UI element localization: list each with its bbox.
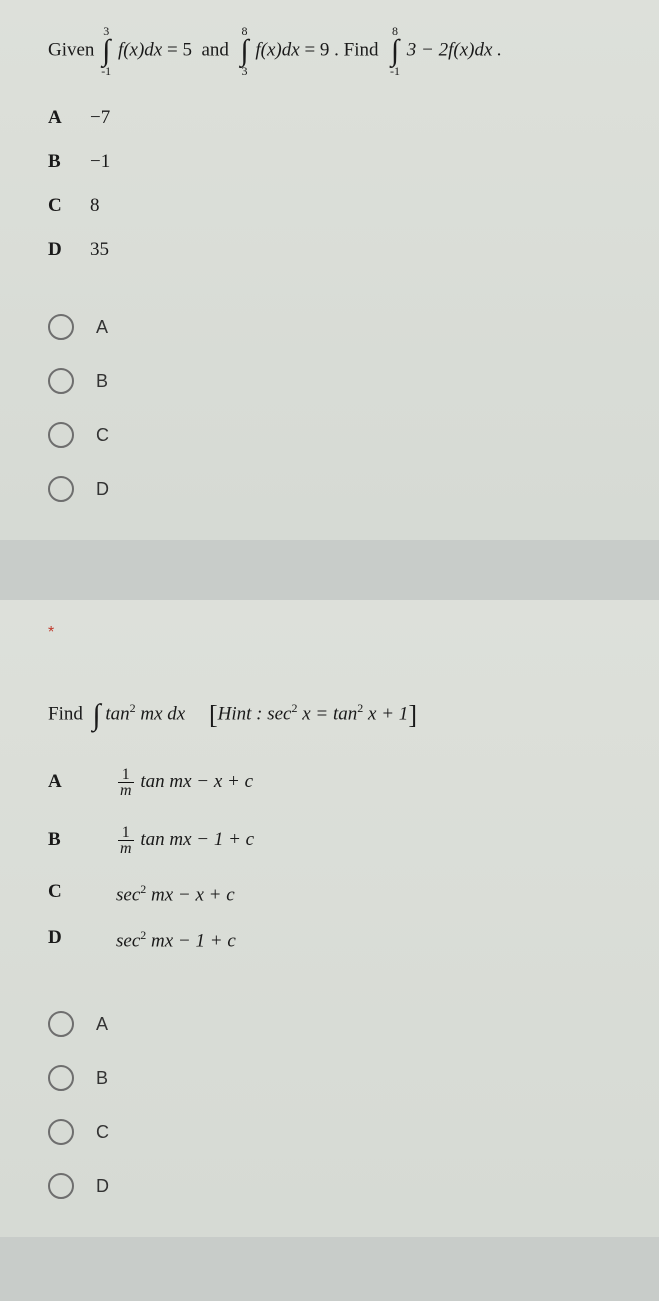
denominator: m — [118, 782, 134, 798]
choice-a: A 1 m tan mx − x + c — [48, 753, 631, 811]
choice-value: 35 — [90, 233, 109, 267]
radio-label: C — [96, 425, 109, 446]
find-label: . Find — [334, 39, 378, 60]
radio-a[interactable]: A — [48, 997, 631, 1051]
choice-label: A — [48, 101, 90, 135]
pre: sec — [116, 884, 140, 905]
q1-choices: A −7 B −1 C 8 D 35 — [48, 96, 631, 272]
choice-b: B 1 m tan mx − 1 + c — [48, 811, 631, 869]
integral-sign-icon: ∫ — [240, 38, 248, 64]
radio-label: D — [96, 479, 109, 500]
choice-value: −1 — [90, 145, 110, 179]
rest: tan mx − 1 + c — [136, 829, 255, 850]
find-label: Find — [48, 703, 83, 724]
denominator: m — [118, 840, 134, 856]
hint-end: x + 1 — [363, 703, 408, 724]
int1-lower: -1 — [101, 64, 111, 78]
choice-c: C sec2 mx − x + c — [48, 869, 631, 915]
int2-body: f(x)dx — [255, 39, 299, 60]
radio-c[interactable]: C — [48, 408, 631, 462]
int2-eq: = 9 — [304, 39, 329, 60]
choice-d: D 35 — [48, 228, 631, 272]
choice-value: −7 — [90, 101, 110, 135]
int3-body: 3 − 2f(x)dx . — [407, 39, 502, 60]
choice-b: B −1 — [48, 140, 631, 184]
question-1: Given 3 ∫ -1 f(x)dx = 5 and 8 ∫ 3 f(x)dx… — [0, 0, 659, 540]
post: mx − x + c — [146, 884, 234, 905]
radio-icon — [48, 1011, 74, 1037]
rest: tan mx − x + c — [136, 771, 253, 792]
hint-mid: x = tan — [298, 703, 358, 724]
fraction: 1 m — [118, 825, 134, 856]
required-mark: * — [48, 614, 631, 652]
post: mx − 1 + c — [146, 930, 235, 951]
radio-label: B — [96, 371, 108, 392]
pre: sec — [116, 930, 140, 951]
radio-icon — [48, 1173, 74, 1199]
fraction: 1 m — [118, 767, 134, 798]
radio-d[interactable]: D — [48, 462, 631, 516]
int2-lower: 3 — [242, 64, 248, 78]
prefix-text: Given — [48, 39, 94, 60]
conj-text: and — [201, 39, 228, 60]
choice-a: A −7 — [48, 96, 631, 140]
choice-label: D — [48, 233, 90, 267]
question-2: * Find ∫ tan2 mx dx [Hint : sec2 x = tan… — [0, 600, 659, 1237]
radio-icon — [48, 314, 74, 340]
numerator: 1 — [122, 767, 130, 782]
q2-radios: A B C D — [48, 997, 631, 1213]
integral-sign-icon: ∫ — [391, 38, 399, 64]
radio-label: A — [96, 1014, 108, 1035]
radio-b[interactable]: B — [48, 1051, 631, 1105]
integral-1: 3 ∫ -1 — [101, 24, 111, 78]
choice-value: 8 — [90, 189, 100, 223]
integrand-pre: tan — [105, 703, 129, 724]
integrand-post: mx dx — [136, 703, 186, 724]
radio-icon — [48, 422, 74, 448]
choice-label: D — [48, 921, 116, 955]
radio-b[interactable]: B — [48, 354, 631, 408]
radio-label: D — [96, 1176, 109, 1197]
radio-icon — [48, 1065, 74, 1091]
numerator: 1 — [122, 825, 130, 840]
choice-value: 1 m tan mx − 1 + c — [116, 823, 254, 857]
integral-2: 8 ∫ 3 — [240, 24, 248, 78]
choice-value: sec2 mx − 1 + c — [116, 918, 236, 958]
integral-sign-icon: ∫ — [102, 38, 110, 64]
choice-value: sec2 mx − x + c — [116, 872, 235, 912]
radio-a[interactable]: A — [48, 300, 631, 354]
choice-d: D sec2 mx − 1 + c — [48, 915, 631, 961]
int3-lower: -1 — [390, 64, 400, 78]
integral-3: 8 ∫ -1 — [390, 24, 400, 78]
int1-eq: = 5 — [167, 39, 192, 60]
radio-label: C — [96, 1122, 109, 1143]
bracket-open-icon: [ — [209, 700, 218, 729]
q1-radios: A B C D — [48, 300, 631, 516]
q2-choices: A 1 m tan mx − x + c B 1 m tan mx − 1 + … — [48, 753, 631, 961]
q1-stem: Given 3 ∫ -1 f(x)dx = 5 and 8 ∫ 3 f(x)dx… — [48, 24, 631, 78]
choice-value: 1 m tan mx − x + c — [116, 765, 253, 799]
choice-label: C — [48, 875, 116, 909]
radio-d[interactable]: D — [48, 1159, 631, 1213]
q2-stem: Find ∫ tan2 mx dx [Hint : sec2 x = tan2 … — [48, 692, 631, 731]
radio-icon — [48, 368, 74, 394]
choice-label: A — [48, 765, 116, 799]
card-gap — [0, 540, 659, 600]
radio-c[interactable]: C — [48, 1105, 631, 1159]
int1-body: f(x)dx — [118, 39, 162, 60]
choice-label: B — [48, 145, 90, 179]
choice-c: C 8 — [48, 184, 631, 228]
hint-pre: Hint : sec — [218, 703, 292, 724]
integral-sign-icon: ∫ — [92, 698, 100, 731]
radio-icon — [48, 1119, 74, 1145]
bracket-close-icon: ] — [408, 700, 417, 729]
choice-label: C — [48, 189, 90, 223]
radio-label: B — [96, 1068, 108, 1089]
radio-icon — [48, 476, 74, 502]
choice-label: B — [48, 823, 116, 857]
radio-label: A — [96, 317, 108, 338]
